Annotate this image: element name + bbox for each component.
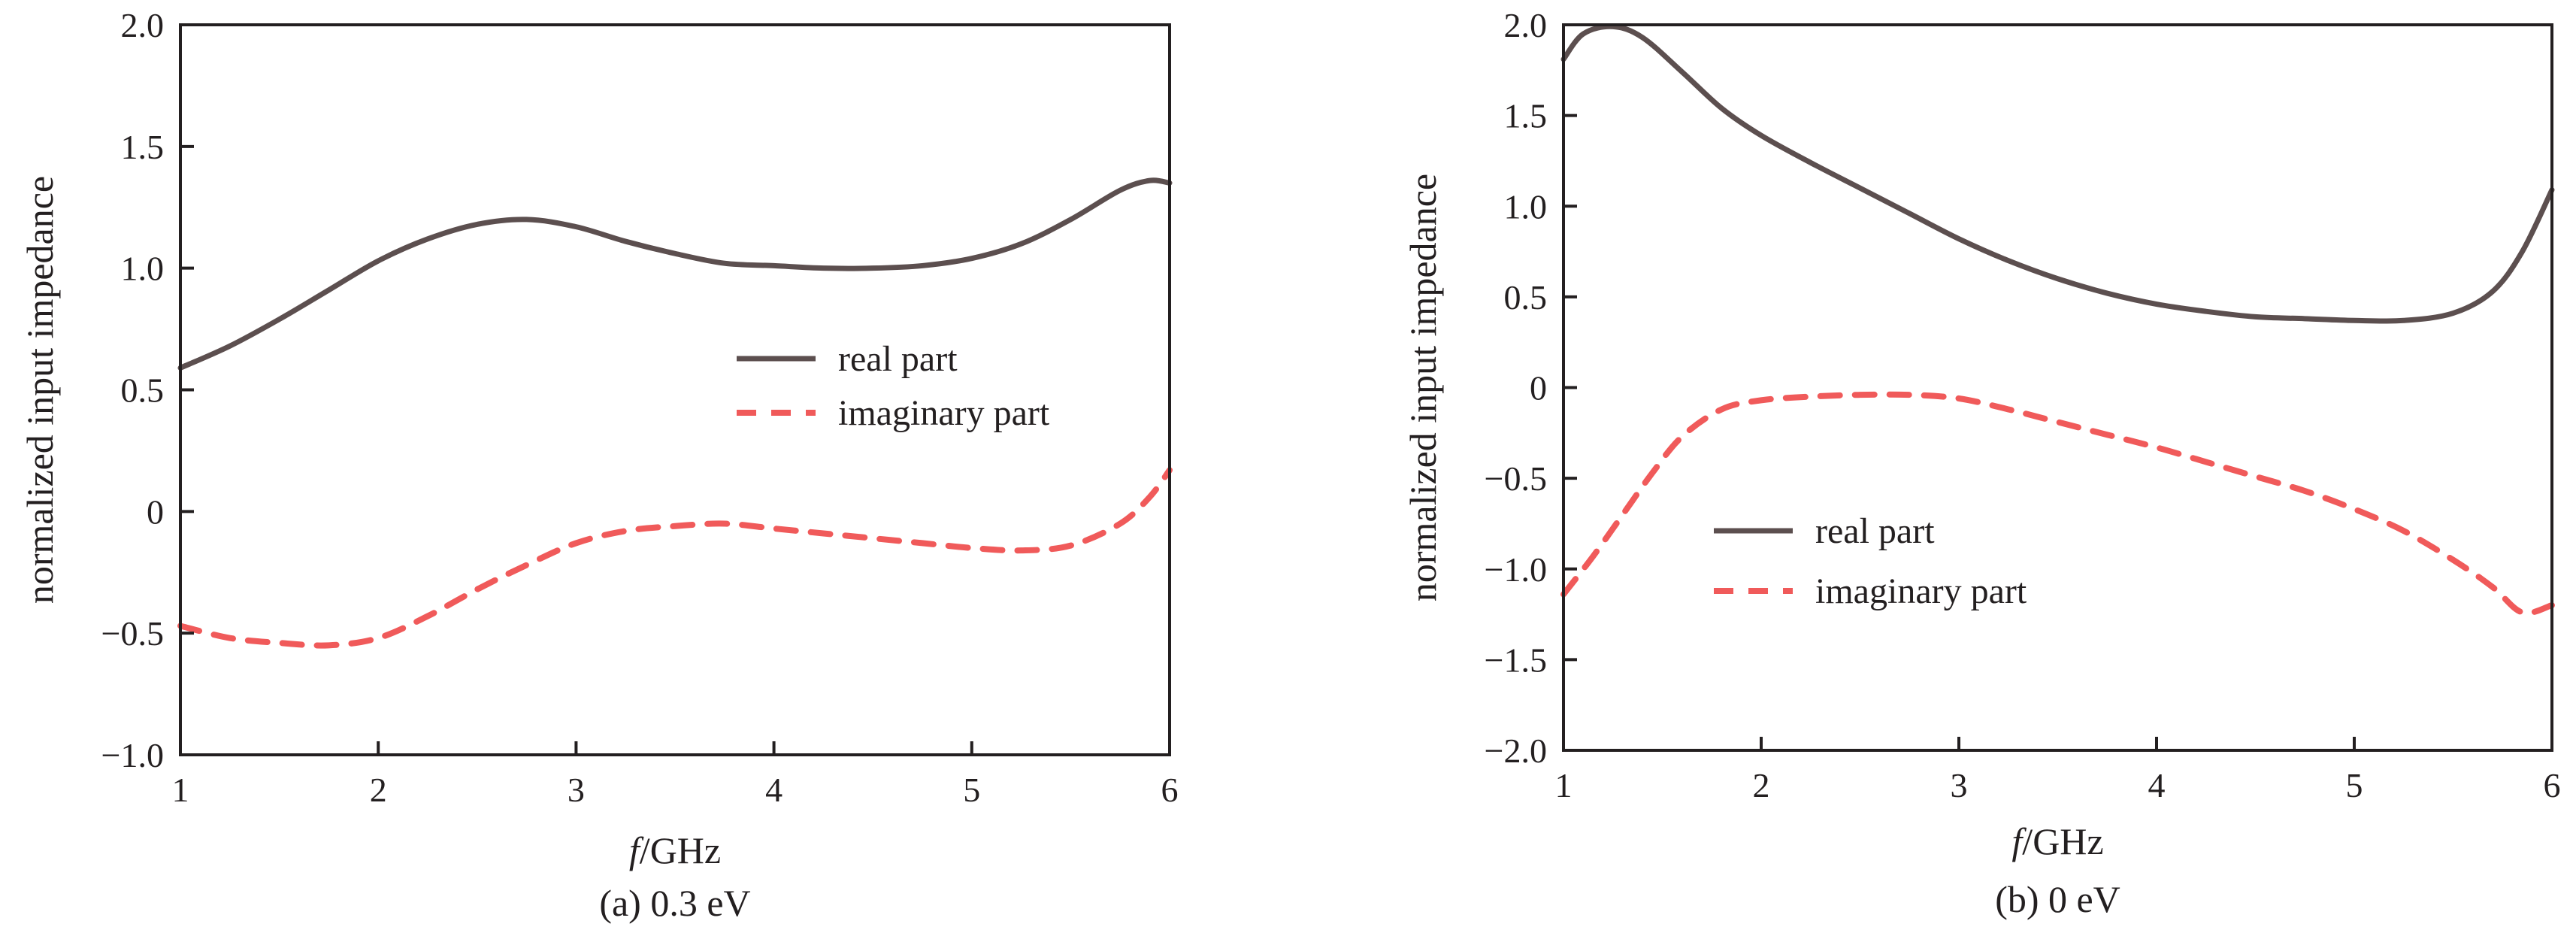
series-line-real-part bbox=[177, 177, 1173, 371]
x-tick-label: 6 bbox=[2544, 766, 2561, 804]
plot-frame bbox=[1562, 23, 2553, 752]
y-axis-label: normalized input impedance bbox=[1402, 174, 1444, 601]
series-line-real-part bbox=[1560, 23, 2555, 324]
legend: real part imaginary part bbox=[737, 339, 1050, 433]
x-axis-label: f/GHz bbox=[629, 829, 721, 871]
x-tick-label: 5 bbox=[2346, 766, 2363, 804]
y-tick-label: 0 bbox=[147, 492, 164, 531]
x-axis-label: f/GHz bbox=[2011, 820, 2103, 862]
series-line-imaginary-part bbox=[1560, 391, 2555, 616]
series-line-imaginary-part bbox=[177, 467, 1173, 649]
y-tick-label: −0.5 bbox=[101, 614, 164, 653]
y-tick-label: 0 bbox=[1530, 369, 1547, 407]
x-tick-label: 6 bbox=[1161, 771, 1179, 809]
y-tick-label: 0.5 bbox=[1504, 278, 1548, 317]
x-tick-label: 2 bbox=[1753, 766, 1770, 804]
y-tick-label: −2.0 bbox=[1485, 732, 1547, 770]
y-axis-label: normalized input impedance bbox=[19, 176, 61, 604]
x-tick-label: 3 bbox=[568, 771, 585, 809]
x-tick-label: 1 bbox=[172, 771, 189, 809]
legend-label-real-part: real part bbox=[1815, 511, 1935, 551]
panel-caption: (a) 0.3 eV bbox=[599, 882, 750, 924]
legend-label-real-part: real part bbox=[838, 339, 958, 379]
y-tick-label: 2.0 bbox=[121, 6, 165, 44]
y-tick-label: −0.5 bbox=[1485, 459, 1547, 498]
panel-a: 1 2 3 4 5 6 −1.0 −0.5 0 0.5 1.0 1.5 2.0 f/GHz normaliz… bbox=[19, 6, 1179, 924]
y-tick-label: −1.5 bbox=[1485, 641, 1547, 679]
y-tick-label: 1.5 bbox=[1504, 97, 1548, 135]
y-tick-label: −1.0 bbox=[1485, 550, 1547, 589]
x-tick-label: 1 bbox=[1555, 766, 1573, 804]
y-tick-label: 2.0 bbox=[1504, 6, 1548, 44]
legend-label-imaginary-part: imaginary part bbox=[838, 393, 1050, 433]
y-tick-label: 0.5 bbox=[121, 371, 165, 410]
x-tick-label: 5 bbox=[963, 771, 980, 809]
x-tick-label: 4 bbox=[2148, 766, 2166, 804]
y-tick-label: 1.0 bbox=[1504, 187, 1548, 226]
panel-caption: (b) 0 eV bbox=[1995, 878, 2120, 920]
legend-label-imaginary-part: imaginary part bbox=[1815, 571, 2027, 611]
y-tick-label: 1.5 bbox=[121, 128, 165, 166]
x-tick-label: 2 bbox=[370, 771, 387, 809]
legend: real part imaginary part bbox=[1714, 511, 2027, 611]
x-tick-label: 3 bbox=[1951, 766, 1968, 804]
panel-b: 1 2 3 4 5 6 −2.0 −1.5 −1.0 −0.5 0 0.5 1.0 1.5 2.0 f/GHz… bbox=[1402, 6, 2561, 920]
x-tick-label: 4 bbox=[765, 771, 782, 809]
y-tick-label: 1.0 bbox=[121, 250, 165, 288]
y-tick-label: −1.0 bbox=[101, 736, 164, 774]
